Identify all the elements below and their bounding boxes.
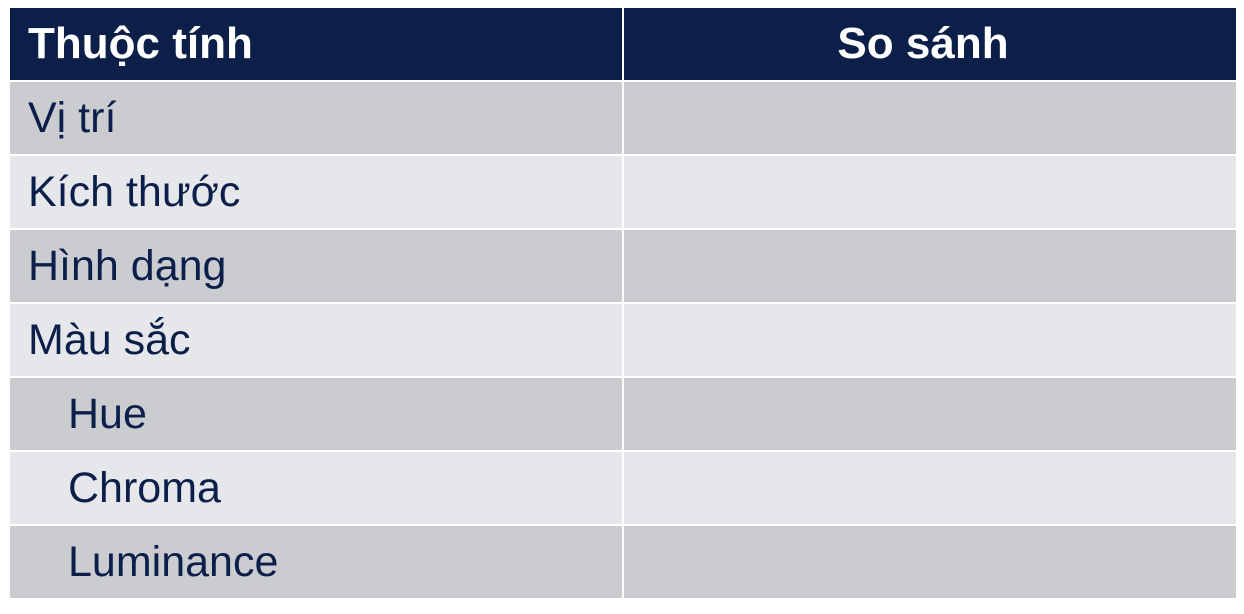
row-label: Màu sắc	[10, 304, 622, 376]
attribute-comparison-table: Thuộc tính So sánh Vị trí Kích thước Hìn…	[10, 8, 1236, 598]
row-value	[624, 156, 1236, 228]
row-value	[624, 452, 1236, 524]
header-comparison: So sánh	[624, 8, 1236, 80]
row-label-sub: Chroma	[10, 452, 622, 524]
row-value	[624, 230, 1236, 302]
row-label: Kích thước	[10, 156, 622, 228]
row-value	[624, 304, 1236, 376]
row-value	[624, 82, 1236, 154]
row-label-sub: Luminance	[10, 526, 622, 598]
header-attribute: Thuộc tính	[10, 8, 622, 80]
row-label: Vị trí	[10, 82, 622, 154]
row-value	[624, 526, 1236, 598]
row-label: Hình dạng	[10, 230, 622, 302]
row-value	[624, 378, 1236, 450]
row-label-sub: Hue	[10, 378, 622, 450]
